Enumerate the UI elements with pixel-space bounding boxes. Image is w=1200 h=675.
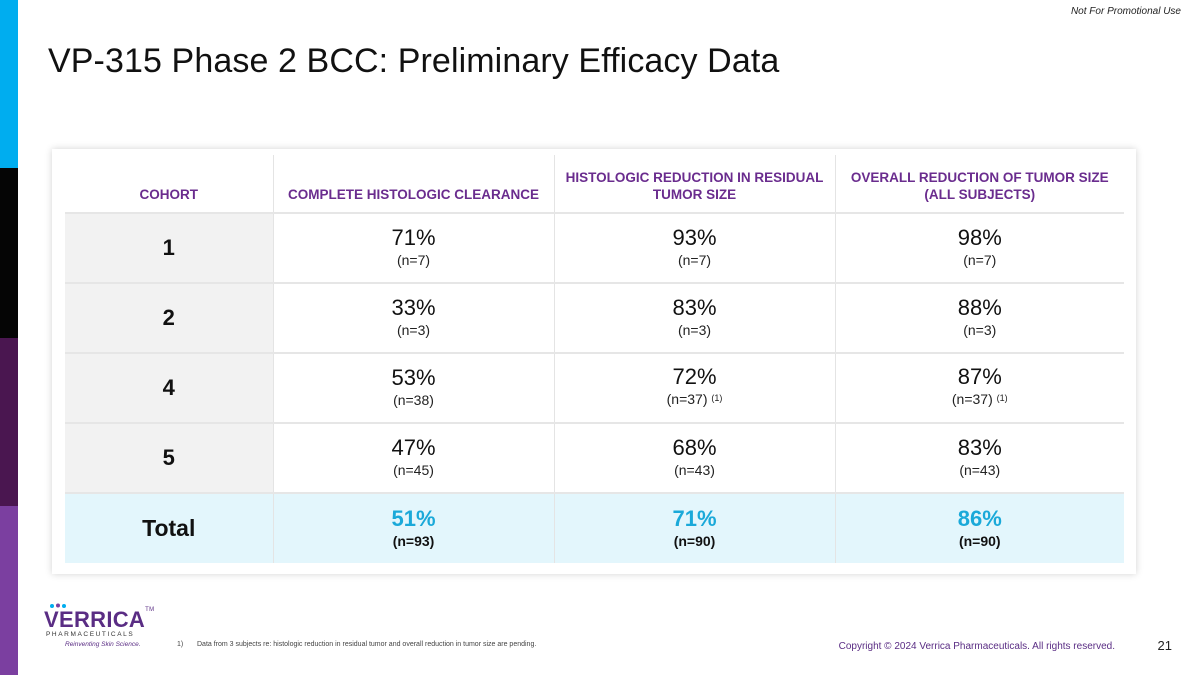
percent-value: 86%	[957, 505, 1002, 531]
sample-size: (n=45)	[393, 462, 434, 478]
percent-value: 98%	[957, 225, 1002, 250]
table-row: 5 47% (n=45) 68% (n=43) 83% (n=43)	[65, 423, 1124, 493]
cell-residual-reduction: 72% (n=37) (1)	[553, 353, 835, 423]
percent-value: 88%	[957, 295, 1002, 320]
copyright: Copyright © 2024 Verrica Pharmaceuticals…	[838, 641, 1115, 652]
cell-overall-reduction: 88% (n=3)	[834, 283, 1124, 353]
logo-wordmark: VERRICATM	[44, 607, 154, 633]
sample-size: (n=37) (1)	[555, 389, 835, 411]
percent-value: 68%	[672, 435, 717, 460]
sample-size: (n=93)	[392, 532, 435, 549]
cell-complete-clearance: 53% (n=38)	[272, 353, 554, 423]
bar-segment-purple	[0, 506, 18, 675]
cell-residual-reduction: 68% (n=43)	[553, 423, 835, 493]
cohort-label: 5	[65, 423, 273, 493]
sample-size-text: (n=37)	[951, 391, 993, 407]
page-number: 21	[1157, 638, 1172, 653]
percent-value: 71%	[672, 505, 717, 531]
logo-word-text: VERRICA	[44, 607, 146, 632]
footnote: 1) Data from 3 subjects re: histologic re…	[177, 641, 536, 648]
cell-residual-reduction: 93% (n=7)	[553, 213, 835, 283]
percent-value: 72%	[672, 364, 717, 389]
cell-complete-clearance: 47% (n=45)	[272, 423, 554, 493]
cell-complete-clearance-total: 51% (n=93)	[272, 493, 554, 563]
table-row: 2 33% (n=3) 83% (n=3) 88% (n=3)	[65, 283, 1124, 353]
sample-size: (n=7)	[963, 252, 997, 268]
cohort-label: 2	[65, 283, 273, 353]
percent-value: 71%	[391, 225, 436, 250]
efficacy-table-card: COHORT COMPLETE HISTOLOGIC CLEARANCE HIS…	[52, 149, 1136, 574]
percent-value: 47%	[391, 435, 436, 460]
percent-value: 93%	[672, 225, 717, 250]
cell-overall-reduction: 87% (n=37) (1)	[834, 353, 1125, 423]
slide-title: VP-315 Phase 2 BCC: Preliminary Efficacy…	[48, 42, 780, 80]
sample-size: (n=43)	[959, 462, 1001, 478]
cell-residual-reduction: 83% (n=3)	[553, 283, 835, 353]
logo-subtitle: PHARMACEUTICALS	[46, 631, 135, 638]
sample-size: (n=3)	[963, 322, 997, 338]
sample-size: (n=90)	[673, 532, 716, 549]
cell-complete-clearance: 71% (n=7)	[272, 213, 554, 283]
sample-size: (n=37) (1)	[836, 389, 1125, 411]
not-promotional-tag: Not For Promotional Use	[1070, 6, 1181, 17]
total-label: Total	[65, 493, 273, 563]
header-residual-reduction: HISTOLOGIC REDUCTION IN RESIDUAL TUMOR S…	[553, 155, 835, 213]
header-overall-reduction: OVERALL REDUCTION OF TUMOR SIZE (ALL SUB…	[834, 155, 1124, 213]
left-color-bar	[0, 0, 18, 675]
cell-overall-reduction: 98% (n=7)	[834, 213, 1124, 283]
table-row: 1 71% (n=7) 93% (n=7) 98% (n=7)	[65, 213, 1124, 283]
sample-size-text: (n=37)	[666, 391, 708, 407]
footnote-ref: (1)	[711, 393, 723, 403]
total-row: Total 51% (n=93) 71% (n=90) 86% (n=90)	[65, 493, 1124, 563]
verrica-logo: VERRICATM PHARMACEUTICALS Reinventing Sk…	[40, 603, 154, 651]
footnote-ref: (1)	[996, 393, 1008, 403]
header-cohort: COHORT	[139, 187, 199, 202]
percent-value: 83%	[957, 435, 1002, 460]
bar-segment-plum	[0, 338, 18, 506]
logo-tagline: Reinventing Skin Science.	[65, 641, 141, 648]
bar-segment-black	[0, 168, 18, 338]
cohort-label: 4	[65, 353, 273, 423]
sample-size: (n=43)	[674, 462, 715, 478]
sample-size: (n=38)	[393, 392, 434, 408]
percent-value: 33%	[391, 295, 436, 320]
cell-overall-reduction-total: 86% (n=90)	[834, 493, 1124, 563]
table-row: 4 53% (n=38) 72% (n=37) (1) 87% (n=37) (1)	[65, 353, 1124, 423]
sample-size: (n=90)	[958, 532, 1001, 549]
efficacy-table: COHORT COMPLETE HISTOLOGIC CLEARANCE HIS…	[65, 155, 1124, 563]
footnote-number: 1)	[177, 641, 184, 648]
table-header-row: COHORT COMPLETE HISTOLOGIC CLEARANCE HIS…	[65, 155, 1124, 213]
percent-value: 87%	[957, 364, 1002, 389]
cell-overall-reduction: 83% (n=43)	[834, 423, 1124, 493]
sample-size: (n=3)	[677, 322, 712, 338]
header-complete-clearance: COMPLETE HISTOLOGIC CLEARANCE	[272, 155, 554, 213]
cohort-label: 1	[65, 213, 273, 283]
cell-residual-reduction-total: 71% (n=90)	[553, 493, 835, 563]
sample-size: (n=7)	[396, 252, 431, 268]
footnote-text: Data from 3 subjects re: histologic redu…	[197, 641, 537, 648]
sample-size: (n=7)	[677, 252, 712, 268]
percent-value: 51%	[391, 505, 436, 531]
logo-trademark: TM	[145, 607, 155, 613]
sample-size: (n=3)	[396, 322, 431, 338]
percent-value: 83%	[672, 295, 717, 320]
bar-segment-cyan	[0, 0, 18, 168]
logo-dots-icon	[50, 603, 66, 608]
cell-complete-clearance: 33% (n=3)	[272, 283, 554, 353]
percent-value: 53%	[391, 365, 436, 390]
